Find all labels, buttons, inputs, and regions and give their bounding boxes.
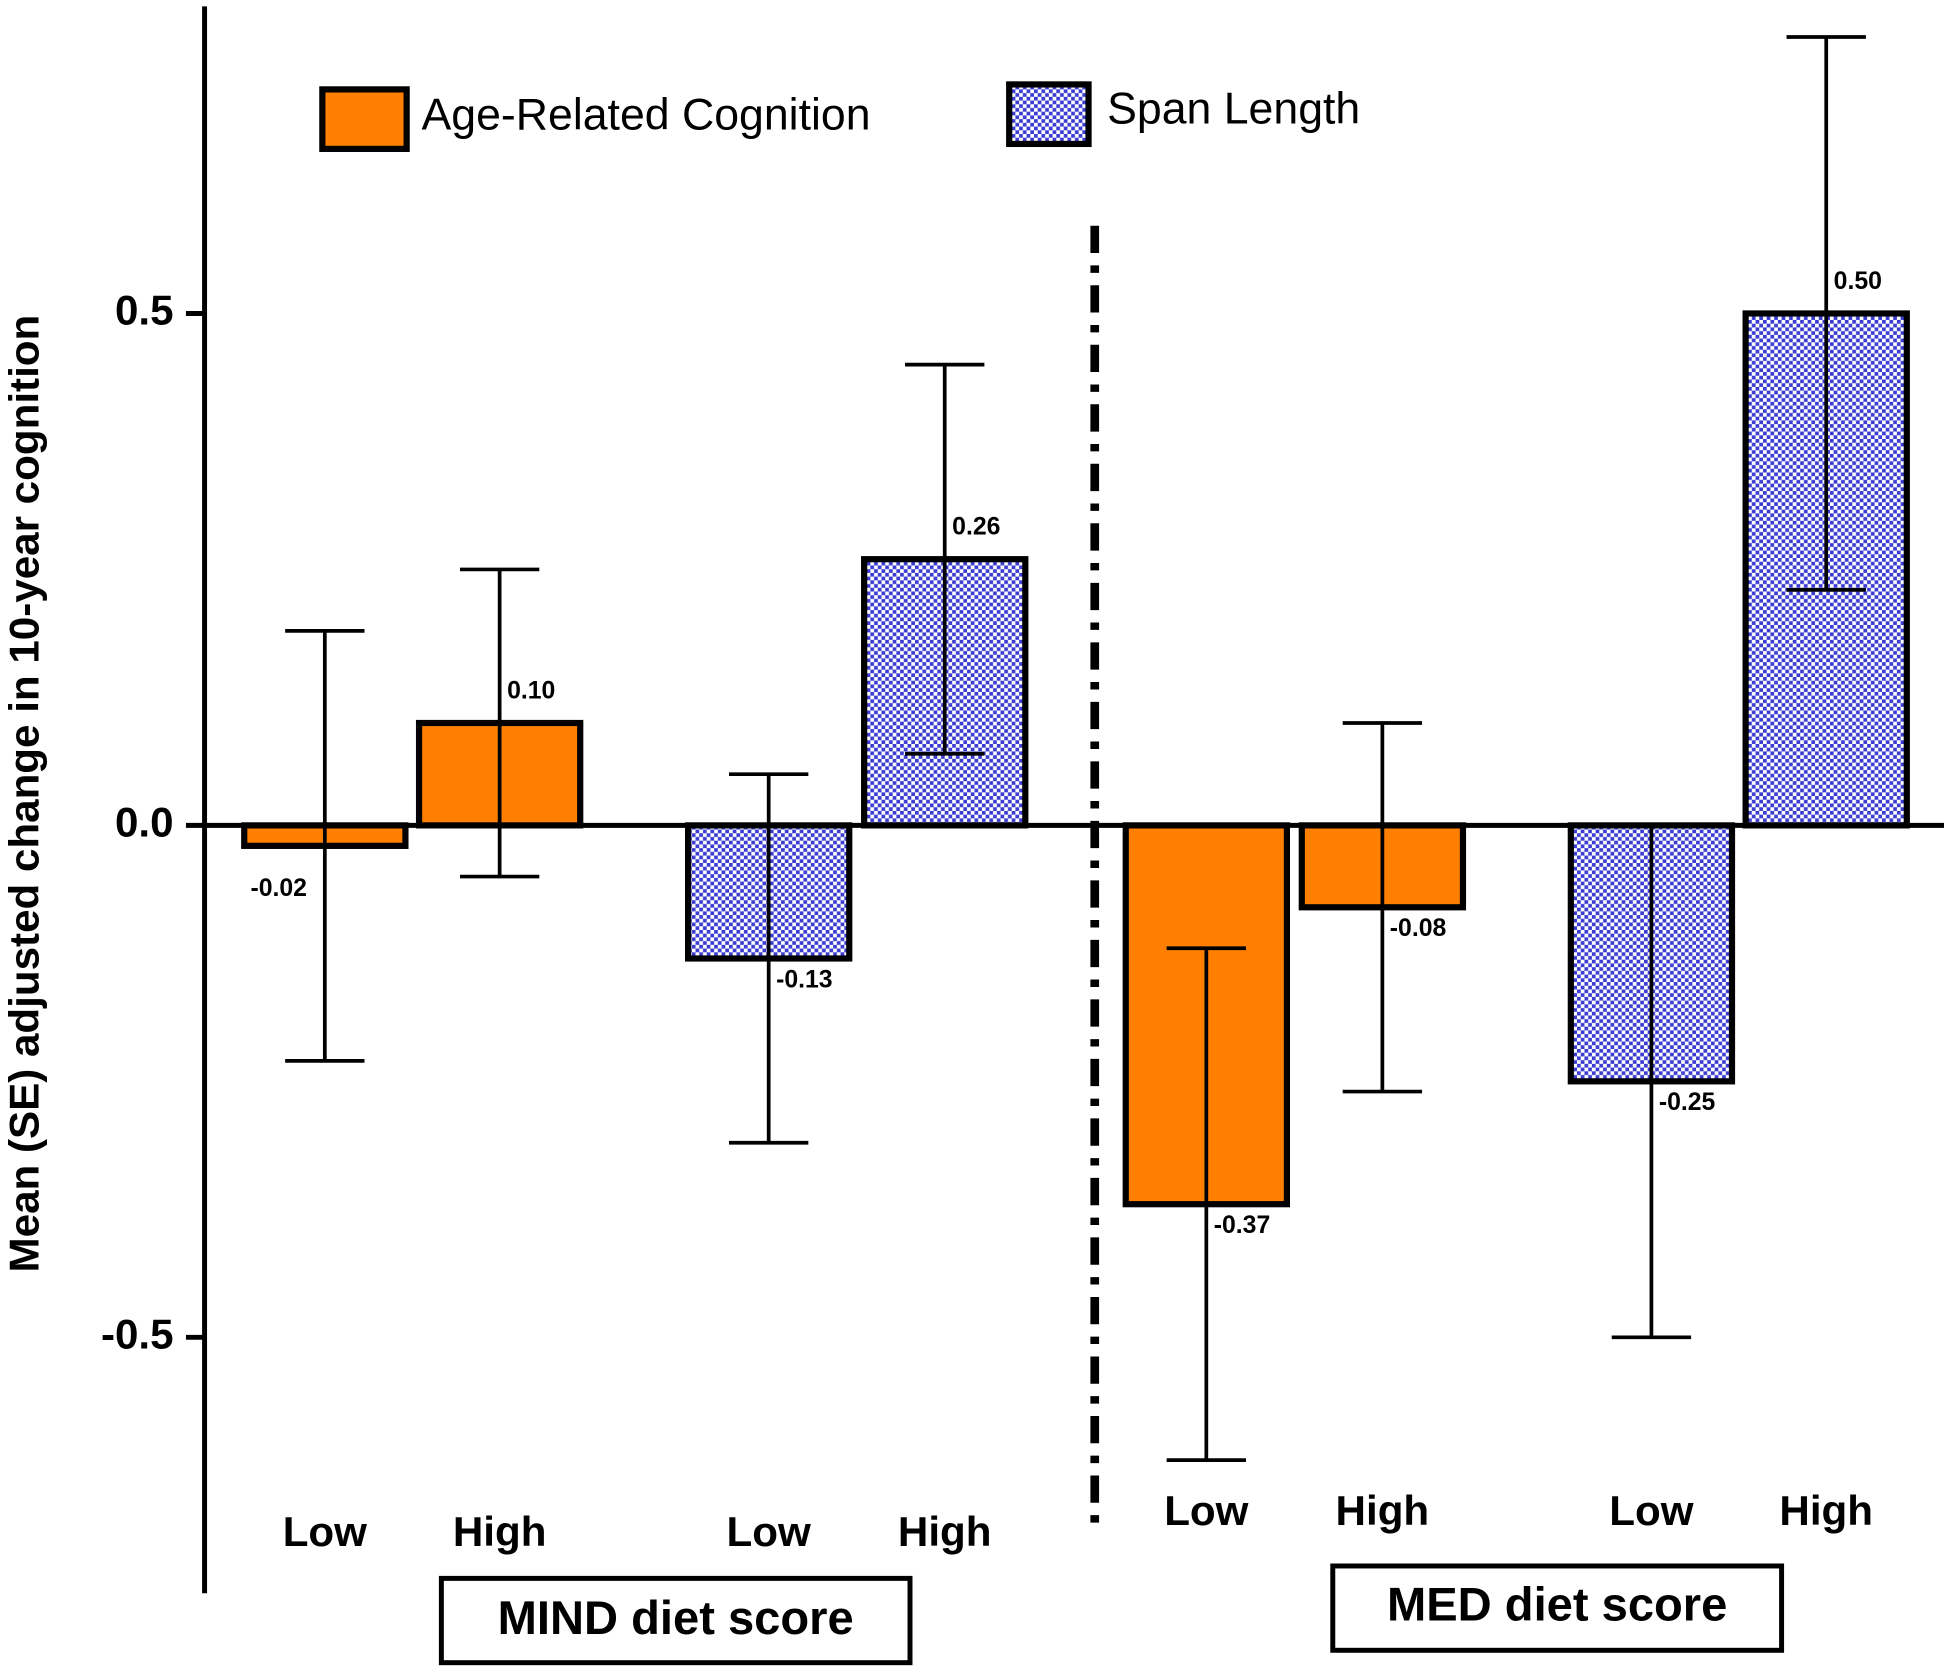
y-tick-label: 0.0 <box>115 799 174 846</box>
error-bar <box>1166 946 1246 1463</box>
value-label: -0.25 <box>1659 1089 1716 1116</box>
y-axis-label: Mean (SE) adjusted change in 10-year cog… <box>0 315 47 1273</box>
y-tick-label: -0.5 <box>101 1310 174 1357</box>
x-tick-label: High <box>1336 1487 1430 1534</box>
group-label: MIND diet score <box>498 1591 854 1644</box>
value-label: 0.50 <box>1834 268 1882 295</box>
value-label: -0.37 <box>1214 1212 1270 1239</box>
error-bar <box>1342 721 1423 1094</box>
error-bar <box>285 628 365 1063</box>
value-label: 0.26 <box>952 514 1000 541</box>
error-bar <box>729 772 809 1145</box>
value-label: -0.08 <box>1390 915 1447 942</box>
error-bar <box>1786 35 1866 592</box>
value-label: -0.13 <box>776 966 832 993</box>
legend-swatch <box>319 86 410 152</box>
x-tick-label: High <box>1779 1487 1873 1534</box>
x-tick-label: Low <box>283 1508 367 1555</box>
legend-swatch <box>1006 81 1092 148</box>
y-tick-label: 0.5 <box>115 287 174 334</box>
value-label: 0.10 <box>507 678 555 705</box>
value-label: -0.02 <box>250 875 306 902</box>
x-tick-label: Low <box>1609 1487 1693 1534</box>
x-tick-label: High <box>898 1508 992 1555</box>
group-box <box>438 1575 913 1666</box>
group-box <box>1330 1563 1785 1653</box>
legend-label: Age-Related Cognition <box>422 91 871 140</box>
group-label: MED diet score <box>1387 1578 1727 1631</box>
legend-label: Span Length <box>1107 84 1360 133</box>
x-tick-label: Low <box>727 1508 811 1555</box>
error-bar <box>905 362 985 756</box>
x-tick-label: High <box>453 1508 547 1555</box>
x-tick-label: Low <box>1164 1487 1248 1534</box>
